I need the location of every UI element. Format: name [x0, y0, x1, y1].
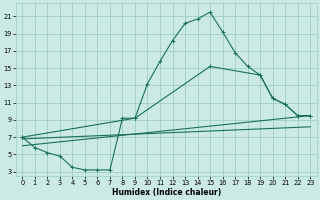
X-axis label: Humidex (Indice chaleur): Humidex (Indice chaleur) [112, 188, 221, 197]
